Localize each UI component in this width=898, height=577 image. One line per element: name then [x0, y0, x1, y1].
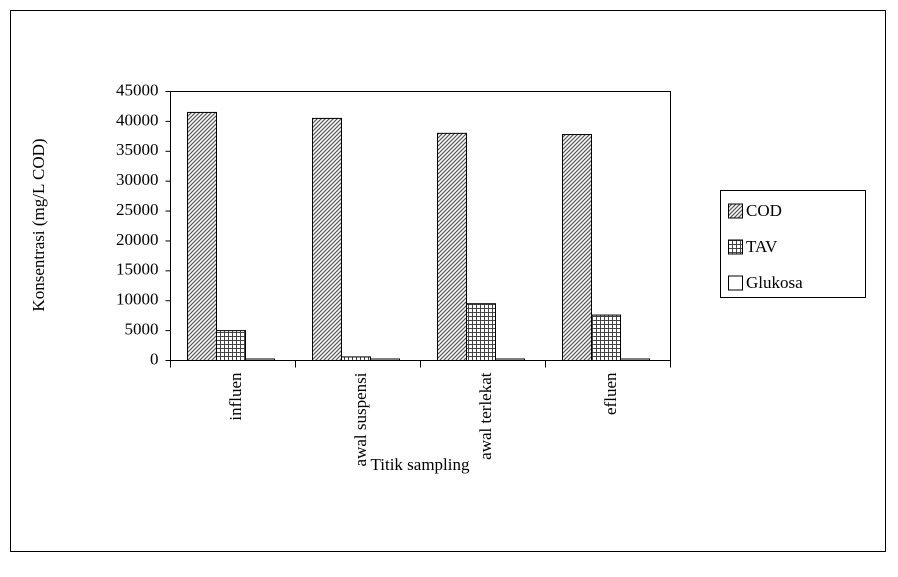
- y-tick-label: 25000: [116, 200, 159, 219]
- y-tick-label: 15000: [116, 260, 159, 279]
- legend-label: Glukosa: [746, 273, 803, 292]
- bar: [495, 358, 525, 361]
- bar: [620, 358, 650, 361]
- bar: [341, 356, 371, 361]
- y-tick-label: 45000: [116, 80, 159, 99]
- y-tick-label: 20000: [116, 230, 159, 249]
- bar: [591, 314, 621, 361]
- bar: [437, 132, 467, 361]
- x-tick-label: efluen: [601, 372, 620, 415]
- bar: [216, 330, 246, 362]
- bar: [562, 134, 592, 361]
- y-tick-label: 40000: [116, 110, 159, 129]
- legend-label: COD: [746, 201, 782, 220]
- bar: [370, 358, 400, 361]
- frame: [10, 10, 886, 552]
- y-tick-label: 10000: [116, 290, 159, 309]
- x-tick-label: awal terlekat: [476, 372, 495, 460]
- legend-swatch: [728, 203, 743, 219]
- x-axis-title: Titik sampling: [370, 455, 470, 474]
- legend-swatch: [728, 275, 743, 291]
- y-tick-label: 30000: [116, 170, 159, 189]
- bar: [245, 358, 275, 361]
- x-tick-label: awal suspensi: [351, 372, 370, 466]
- y-axis-title: Konsentrasi (mg/L COD): [29, 138, 48, 311]
- x-tick-label: influen: [226, 372, 245, 421]
- y-tick-label: 5000: [125, 320, 159, 339]
- bar: [466, 303, 496, 362]
- y-tick-label: 35000: [116, 140, 159, 159]
- legend-label: TAV: [746, 237, 778, 256]
- legend-swatch: [728, 239, 743, 255]
- legend: [720, 190, 866, 298]
- bar: [187, 111, 217, 361]
- bar: [312, 117, 342, 362]
- y-tick-label: 0: [150, 349, 159, 368]
